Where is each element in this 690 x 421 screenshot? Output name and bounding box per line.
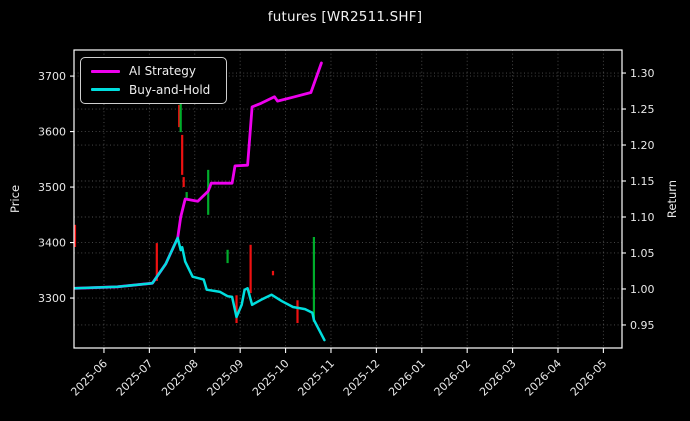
return-tick-label: 0.95 xyxy=(630,319,655,332)
gridlines xyxy=(74,50,622,348)
legend-label-ai-strategy: AI Strategy xyxy=(129,64,196,79)
price-tick-label: 3600 xyxy=(38,126,66,139)
buy-and-hold-line-swatch xyxy=(91,87,120,92)
x-tick-label: 2026-01 xyxy=(386,357,428,399)
return-tick-label: 1.25 xyxy=(630,103,655,116)
legend-entry-buy-and-hold: Buy-and-Hold xyxy=(91,83,216,97)
return-tick-label: 1.00 xyxy=(630,283,655,296)
series-line-buy-and-hold xyxy=(74,236,326,342)
price-candle-bars xyxy=(74,99,316,324)
y-axis-label-return: Return xyxy=(665,179,679,219)
x-tick-label: 2025-10 xyxy=(250,357,292,399)
return-tick-label: 1.20 xyxy=(630,139,655,152)
x-tick-label: 2025-06 xyxy=(68,357,110,399)
x-tick-label: 2025-07 xyxy=(114,357,156,399)
price-tick-label: 3300 xyxy=(38,292,66,305)
x-tick-label: 2026-02 xyxy=(432,357,474,399)
price-tick-label: 3500 xyxy=(38,181,66,194)
tick-marks xyxy=(70,72,626,353)
return-tick-label: 1.10 xyxy=(630,211,655,224)
axes-spines xyxy=(73,49,623,349)
x-tick-label: 2025-11 xyxy=(295,357,337,399)
chart-title: futures [WR2511.SHF] xyxy=(267,9,423,25)
x-tick-label: 2026-03 xyxy=(477,357,519,399)
x-tick-label: 2025-09 xyxy=(205,357,247,399)
legend-label-buy-and-hold: Buy-and-Hold xyxy=(129,82,211,97)
x-tick-label: 2025-08 xyxy=(159,357,201,399)
return-tick-label: 1.30 xyxy=(630,67,655,80)
ai-strategy-line-swatch xyxy=(91,69,120,74)
return-tick-label: 1.15 xyxy=(630,175,655,188)
y-axis-label-price: Price xyxy=(8,184,22,214)
price-tick-label: 3400 xyxy=(38,237,66,250)
x-tick-label: 2025-12 xyxy=(341,357,383,399)
x-tick-label: 2026-05 xyxy=(568,357,610,399)
price-tick-label: 3700 xyxy=(38,70,66,83)
x-tick-label: 2026-04 xyxy=(522,357,564,399)
legend: AI Strategy Buy-and-Hold xyxy=(80,57,227,104)
legend-entry-ai-strategy: AI Strategy xyxy=(91,64,216,78)
series-lines xyxy=(74,61,326,342)
return-tick-label: 1.05 xyxy=(630,247,655,260)
